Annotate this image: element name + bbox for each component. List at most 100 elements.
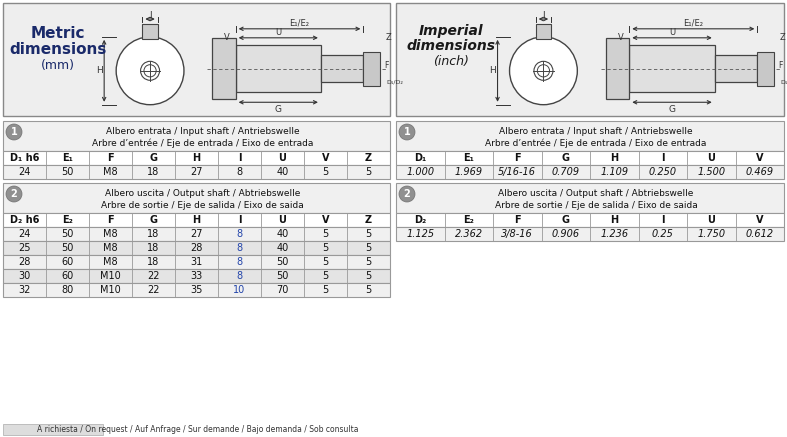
Text: 40: 40 <box>276 229 289 239</box>
Text: H: H <box>193 153 201 163</box>
Text: 24: 24 <box>18 229 31 239</box>
Text: 8: 8 <box>236 271 242 281</box>
Text: G: G <box>150 153 157 163</box>
Text: 0.612: 0.612 <box>746 229 774 239</box>
Bar <box>536 24 551 39</box>
Text: D₂: D₂ <box>414 215 427 225</box>
Text: U: U <box>669 28 675 37</box>
Text: Z: Z <box>365 215 372 225</box>
Text: 0.469: 0.469 <box>746 167 774 177</box>
Text: 5: 5 <box>323 243 329 253</box>
Text: 1.500: 1.500 <box>697 167 726 177</box>
Text: 31: 31 <box>190 257 202 267</box>
Text: H: H <box>610 153 619 163</box>
Bar <box>396 165 784 179</box>
Bar <box>3 165 390 179</box>
Text: 5: 5 <box>323 167 329 177</box>
Text: H: H <box>193 215 201 225</box>
Bar <box>396 3 784 116</box>
Text: E₁/E₂: E₁/E₂ <box>683 18 704 27</box>
Text: 22: 22 <box>147 271 160 281</box>
Text: 50: 50 <box>61 243 74 253</box>
Text: 1.000: 1.000 <box>406 167 434 177</box>
Bar <box>396 213 784 227</box>
Bar <box>3 227 390 241</box>
Text: 2: 2 <box>404 189 410 199</box>
Text: 3/8-16: 3/8-16 <box>501 229 533 239</box>
Text: H: H <box>490 66 496 75</box>
Text: (inch): (inch) <box>433 55 469 67</box>
Text: G: G <box>275 105 282 114</box>
Text: 18: 18 <box>147 229 160 239</box>
Text: D₁ h6: D₁ h6 <box>9 153 39 163</box>
Text: 25: 25 <box>18 243 31 253</box>
Text: M10: M10 <box>100 285 121 295</box>
Bar <box>396 183 784 213</box>
Text: 80: 80 <box>61 285 74 295</box>
Text: M8: M8 <box>103 229 118 239</box>
Text: A richiesta / On request / Auf Anfrage / Sur demande / Bajo demanda / Sob consul: A richiesta / On request / Auf Anfrage /… <box>37 425 359 434</box>
Text: Z: Z <box>386 33 391 42</box>
Text: E₂: E₂ <box>62 215 73 225</box>
Text: 1.236: 1.236 <box>600 229 628 239</box>
Text: 33: 33 <box>190 271 202 281</box>
Text: V: V <box>322 153 329 163</box>
Text: 50: 50 <box>276 271 289 281</box>
Bar <box>3 255 390 269</box>
Bar <box>3 183 390 213</box>
Text: 32: 32 <box>18 285 31 295</box>
Text: 27: 27 <box>190 167 203 177</box>
Text: I: I <box>149 10 151 20</box>
Circle shape <box>6 186 22 202</box>
Text: 50: 50 <box>61 229 74 239</box>
Text: D₁/D₂: D₁/D₂ <box>386 79 403 84</box>
Text: 8: 8 <box>236 229 242 239</box>
Text: Arbre de sortie / Eje de salida / Eixo de saida: Arbre de sortie / Eje de salida / Eixo d… <box>494 201 697 209</box>
Circle shape <box>116 37 184 105</box>
Text: E₁: E₁ <box>62 153 73 163</box>
Text: 18: 18 <box>147 167 160 177</box>
Text: F: F <box>514 153 520 163</box>
Text: D₂ h6: D₂ h6 <box>9 215 39 225</box>
Text: I: I <box>661 153 664 163</box>
Text: 28: 28 <box>190 243 203 253</box>
Text: 8: 8 <box>236 167 242 177</box>
Bar <box>396 121 784 151</box>
Circle shape <box>399 186 415 202</box>
Bar <box>3 213 390 227</box>
Text: 1.125: 1.125 <box>406 229 434 239</box>
Text: U: U <box>275 28 281 37</box>
Text: 1.969: 1.969 <box>455 167 482 177</box>
Text: E₁: E₁ <box>464 153 475 163</box>
Text: 5: 5 <box>365 257 371 267</box>
Text: D₁/D₂: D₁/D₂ <box>780 79 787 84</box>
Text: 5: 5 <box>323 271 329 281</box>
Bar <box>3 151 390 165</box>
Text: 28: 28 <box>18 257 31 267</box>
Text: 70: 70 <box>276 285 289 295</box>
Text: I: I <box>238 153 242 163</box>
Text: 60: 60 <box>61 257 74 267</box>
Text: 10: 10 <box>234 285 246 295</box>
Text: 5: 5 <box>323 257 329 267</box>
Text: V: V <box>756 153 763 163</box>
Bar <box>321 55 364 82</box>
Bar <box>3 424 103 435</box>
Text: 0.25: 0.25 <box>652 229 674 239</box>
Text: E₂: E₂ <box>464 215 475 225</box>
Text: I: I <box>661 215 664 225</box>
Text: Albero uscita / Output shaft / Abtriebswelle: Albero uscita / Output shaft / Abtriebsw… <box>498 188 693 198</box>
Text: M8: M8 <box>103 167 118 177</box>
Bar <box>630 45 715 92</box>
Text: 5: 5 <box>323 285 329 295</box>
Text: M10: M10 <box>100 271 121 281</box>
Text: U: U <box>279 215 286 225</box>
Text: Metric: Metric <box>31 25 85 41</box>
Text: 0.250: 0.250 <box>648 167 677 177</box>
Circle shape <box>509 37 578 105</box>
Text: G: G <box>562 153 570 163</box>
Text: Z: Z <box>779 33 785 42</box>
Text: 5/16-16: 5/16-16 <box>498 167 536 177</box>
Text: 5: 5 <box>365 229 371 239</box>
Text: 5: 5 <box>323 229 329 239</box>
